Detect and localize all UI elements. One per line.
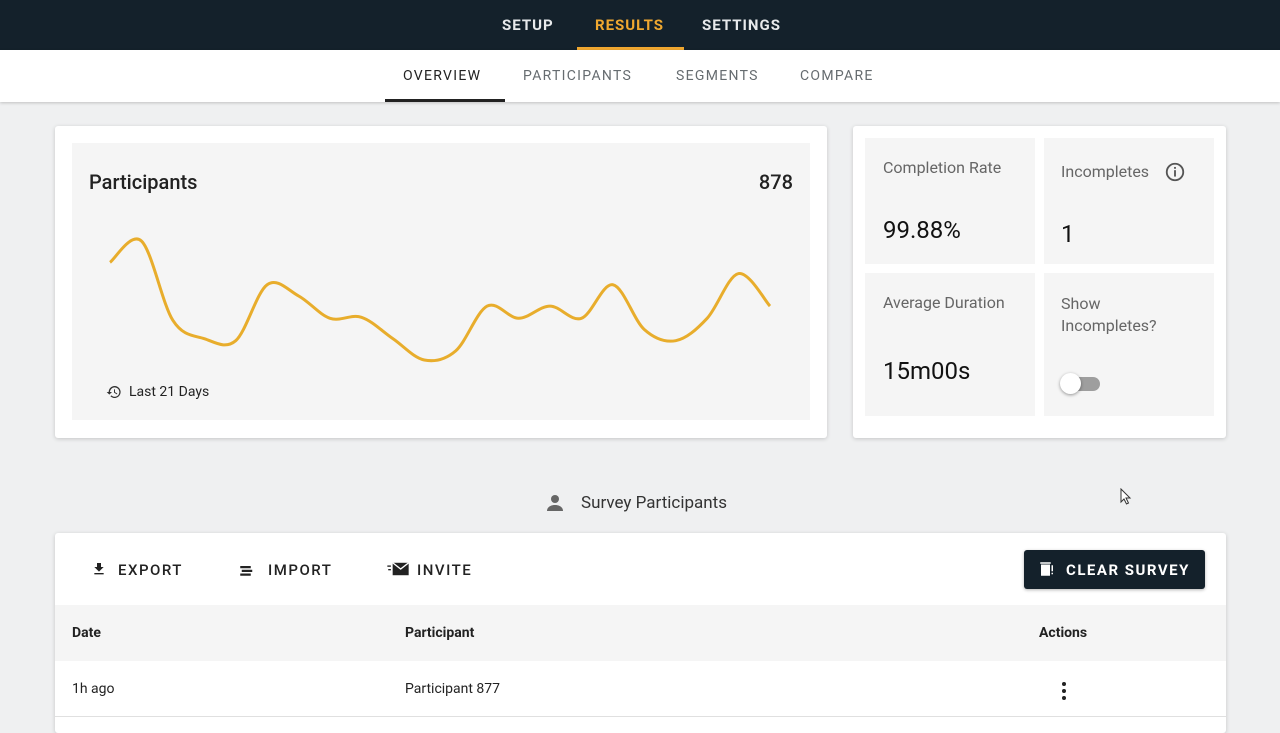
invite-button[interactable]: INVITE xyxy=(417,561,473,579)
column-header: Participant xyxy=(405,625,475,641)
nav-tab[interactable]: SETTINGS xyxy=(702,16,781,34)
stat-label: Incompletes xyxy=(1061,162,1150,181)
top-nav: SETUP RESULTS SETTINGS xyxy=(0,0,1280,50)
stat-tile: Average Duration 15m00s xyxy=(865,273,1035,416)
subnav-tab[interactable]: PARTICIPANTS xyxy=(523,68,633,84)
stat-tile: Incompletes 1 xyxy=(1044,138,1214,264)
participants-line xyxy=(108,237,772,363)
active-indicator xyxy=(577,47,684,50)
stat-value: 1 xyxy=(1061,220,1075,248)
stat-label: Show Incompletes? xyxy=(1061,294,1157,335)
section-title: Survey Participants xyxy=(581,493,727,513)
mouse-cursor xyxy=(1120,488,1132,505)
person-icon xyxy=(547,495,563,511)
sparkline xyxy=(108,237,772,363)
subnav-tab[interactable]: SEGMENTS xyxy=(676,68,759,84)
cell-date: 1h ago xyxy=(72,681,115,697)
clear-survey-button[interactable]: CLEAR SURVEY xyxy=(1024,550,1205,589)
period-label: Last 21 Days xyxy=(129,384,210,400)
stat-label: Average Duration xyxy=(883,293,1005,312)
history-icon xyxy=(106,386,121,398)
export-button[interactable]: EXPORT xyxy=(118,561,183,579)
stat-tile: Show Incompletes? xyxy=(1044,273,1214,416)
export-icon xyxy=(94,563,104,575)
column-header: Date xyxy=(72,625,101,641)
button-label: CLEAR SURVEY xyxy=(1066,561,1190,579)
stat-value: 99.88% xyxy=(883,216,961,244)
total-count: 878 xyxy=(758,170,793,194)
stat-value: 15m00s xyxy=(883,357,971,385)
delete-icon xyxy=(1040,562,1053,576)
import-button[interactable]: IMPORT xyxy=(268,561,333,579)
subnav-tab-active[interactable]: OVERVIEW xyxy=(403,68,482,84)
cell-participant: Participant 877 xyxy=(405,681,501,697)
subnav-tab[interactable]: COMPARE xyxy=(800,68,874,84)
invite-icon xyxy=(387,562,409,576)
import-icon xyxy=(240,566,253,576)
table-header: Date Participant Actions xyxy=(55,605,1226,661)
stat-tile: Completion Rate 99.88% xyxy=(865,138,1035,264)
sub-nav: OVERVIEW PARTICIPANTS SEGMENTS COMPARE xyxy=(0,50,1280,102)
more-menu[interactable] xyxy=(1052,679,1076,703)
stat-label: Completion Rate xyxy=(883,158,1002,177)
chart-panel: Participants 878 Last 21 Days xyxy=(72,143,810,420)
participants-card: Participants 878 Last 21 Days xyxy=(55,126,827,438)
nav-tab-active[interactable]: RESULTS xyxy=(595,16,665,34)
column-header: Actions xyxy=(1039,625,1088,641)
stats-card: Completion Rate 99.88% Incompletes 1 Ave… xyxy=(853,126,1226,438)
toggle-thumb[interactable] xyxy=(1060,373,1081,394)
card-title: Participants xyxy=(89,170,198,194)
active-indicator xyxy=(385,99,505,102)
nav-tab[interactable]: SETUP xyxy=(502,16,554,34)
participants-table-card: EXPORT IMPORT INVITE CLEAR SURVEY Date P… xyxy=(55,533,1226,733)
info-icon[interactable] xyxy=(1164,161,1186,183)
table-row[interactable]: 1h ago Participant 877 xyxy=(55,661,1226,717)
